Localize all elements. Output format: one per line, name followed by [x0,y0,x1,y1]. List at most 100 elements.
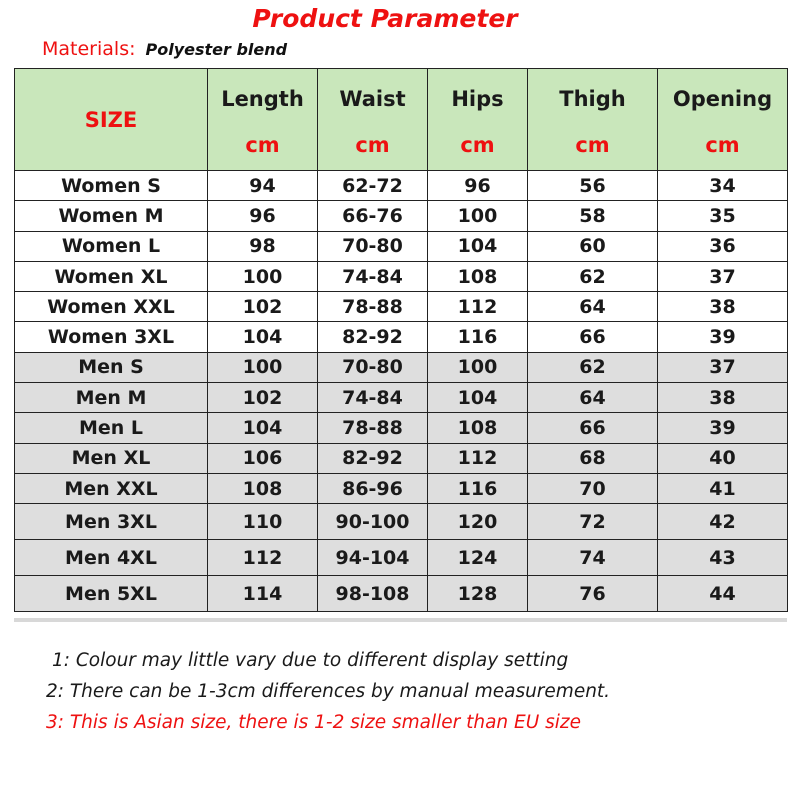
value-cell: 78-88 [317,412,428,444]
size-cell: Men M [14,382,208,414]
value-cell: 70 [527,472,658,505]
value-cell: 74-84 [317,260,428,293]
value-cell: 106 [207,442,318,474]
size-cell: Men XL [14,442,208,474]
column-name: Waist [339,87,406,111]
value-cell: 90-100 [317,503,428,541]
value-cell: 68 [527,442,658,474]
value-cell: 41 [657,472,788,505]
size-cell: Men L [14,412,208,444]
value-cell: 34 [657,169,788,202]
value-cell: 40 [657,442,788,474]
size-cell: Men XXL [14,472,208,505]
size-cell: Women L [14,230,208,262]
value-cell: 100 [427,200,528,232]
value-cell: 128 [427,575,528,613]
value-cell: 39 [657,412,788,444]
value-cell: 42 [657,503,788,541]
size-cell: Men 5XL [14,575,208,613]
column-name: Hips [451,87,504,111]
value-cell: 43 [657,539,788,577]
value-cell: 82-92 [317,321,428,353]
page-title: Product Parameter [252,4,518,33]
value-cell: 66-76 [317,200,428,232]
column-unit: cm [460,133,495,157]
column-header-length: Length cm [207,68,318,171]
value-cell: 102 [207,291,318,323]
value-cell: 35 [657,200,788,232]
size-chart-table: SIZE Length cm Waist cm Hips cm Thigh cm… [14,68,788,613]
table-row: Women M 96 66-76 100 58 35 [14,200,788,232]
value-cell: 62-72 [317,169,428,202]
column-unit: cm [705,133,740,157]
note-item-warning: 3: This is Asian size, there is 1-2 size… [46,712,582,733]
column-name: Opening [672,87,773,111]
value-cell: 116 [427,321,528,353]
column-unit: cm [575,133,610,157]
value-cell: 78-88 [317,291,428,323]
value-cell: 39 [657,321,788,353]
size-cell: Women 3XL [14,321,208,353]
column-header-thigh: Thigh cm [527,68,658,171]
table-row: Men M 102 74-84 104 64 38 [14,382,788,414]
value-cell: 62 [527,260,658,293]
column-header-hips: Hips cm [427,68,528,171]
table-row: Women 3XL 104 82-92 116 66 39 [14,321,788,353]
value-cell: 58 [527,200,658,232]
value-cell: 94 [207,169,318,202]
size-cell: Women M [14,200,208,232]
value-cell: 70-80 [317,230,428,262]
size-column-header: SIZE [14,68,208,171]
value-cell: 74-84 [317,382,428,414]
value-cell: 108 [427,412,528,444]
value-cell: 94-104 [317,539,428,577]
table-header-row: SIZE Length cm Waist cm Hips cm Thigh cm… [14,68,788,171]
table-row: Men XXL 108 86-96 116 70 41 [14,472,788,505]
value-cell: 38 [657,291,788,323]
value-cell: 100 [207,260,318,293]
table-body: Women S 94 62-72 96 56 34 Women M 96 66-76 100 58 3… [14,169,788,613]
value-cell: 72 [527,503,658,541]
value-cell: 108 [427,260,528,293]
materials-label: Materials: [42,38,136,60]
value-cell: 76 [527,575,658,613]
table-row: Women XXL 102 78-88 112 64 38 [14,291,788,323]
column-name: Thigh [559,87,626,111]
table-row: Men S 100 70-80 100 62 37 [14,351,788,384]
value-cell: 66 [527,321,658,353]
table-row: Men 4XL 112 94-104 124 74 43 [14,539,788,577]
table-row: Men XL 106 82-92 112 68 40 [14,442,788,474]
size-cell: Women XL [14,260,208,293]
value-cell: 82-92 [317,442,428,474]
value-cell: 104 [207,321,318,353]
value-cell: 112 [427,442,528,474]
value-cell: 108 [207,472,318,505]
materials-value: Polyester blend [145,40,288,59]
value-cell: 100 [427,351,528,384]
value-cell: 104 [427,230,528,262]
notes-list: 1: Colour may little vary due to differe… [46,648,610,741]
table-row: Men 3XL 110 90-100 120 72 42 [14,503,788,541]
table-row: Women S 94 62-72 96 56 34 [14,169,788,202]
column-unit: cm [245,133,280,157]
value-cell: 66 [527,412,658,444]
note-item: 2: There can be 1-3cm differences by man… [46,681,611,702]
column-header-waist: Waist cm [317,68,428,171]
value-cell: 98 [207,230,318,262]
size-cell: Women XXL [14,291,208,323]
value-cell: 60 [527,230,658,262]
value-cell: 114 [207,575,318,613]
value-cell: 116 [427,472,528,505]
size-cell: Men 4XL [14,539,208,577]
size-cell: Men S [14,351,208,384]
value-cell: 104 [427,382,528,414]
value-cell: 37 [657,260,788,293]
value-cell: 36 [657,230,788,262]
value-cell: 37 [657,351,788,384]
value-cell: 112 [207,539,318,577]
value-cell: 98-108 [317,575,428,613]
value-cell: 112 [427,291,528,323]
value-cell: 96 [207,200,318,232]
value-cell: 38 [657,382,788,414]
size-cell: Men 3XL [14,503,208,541]
